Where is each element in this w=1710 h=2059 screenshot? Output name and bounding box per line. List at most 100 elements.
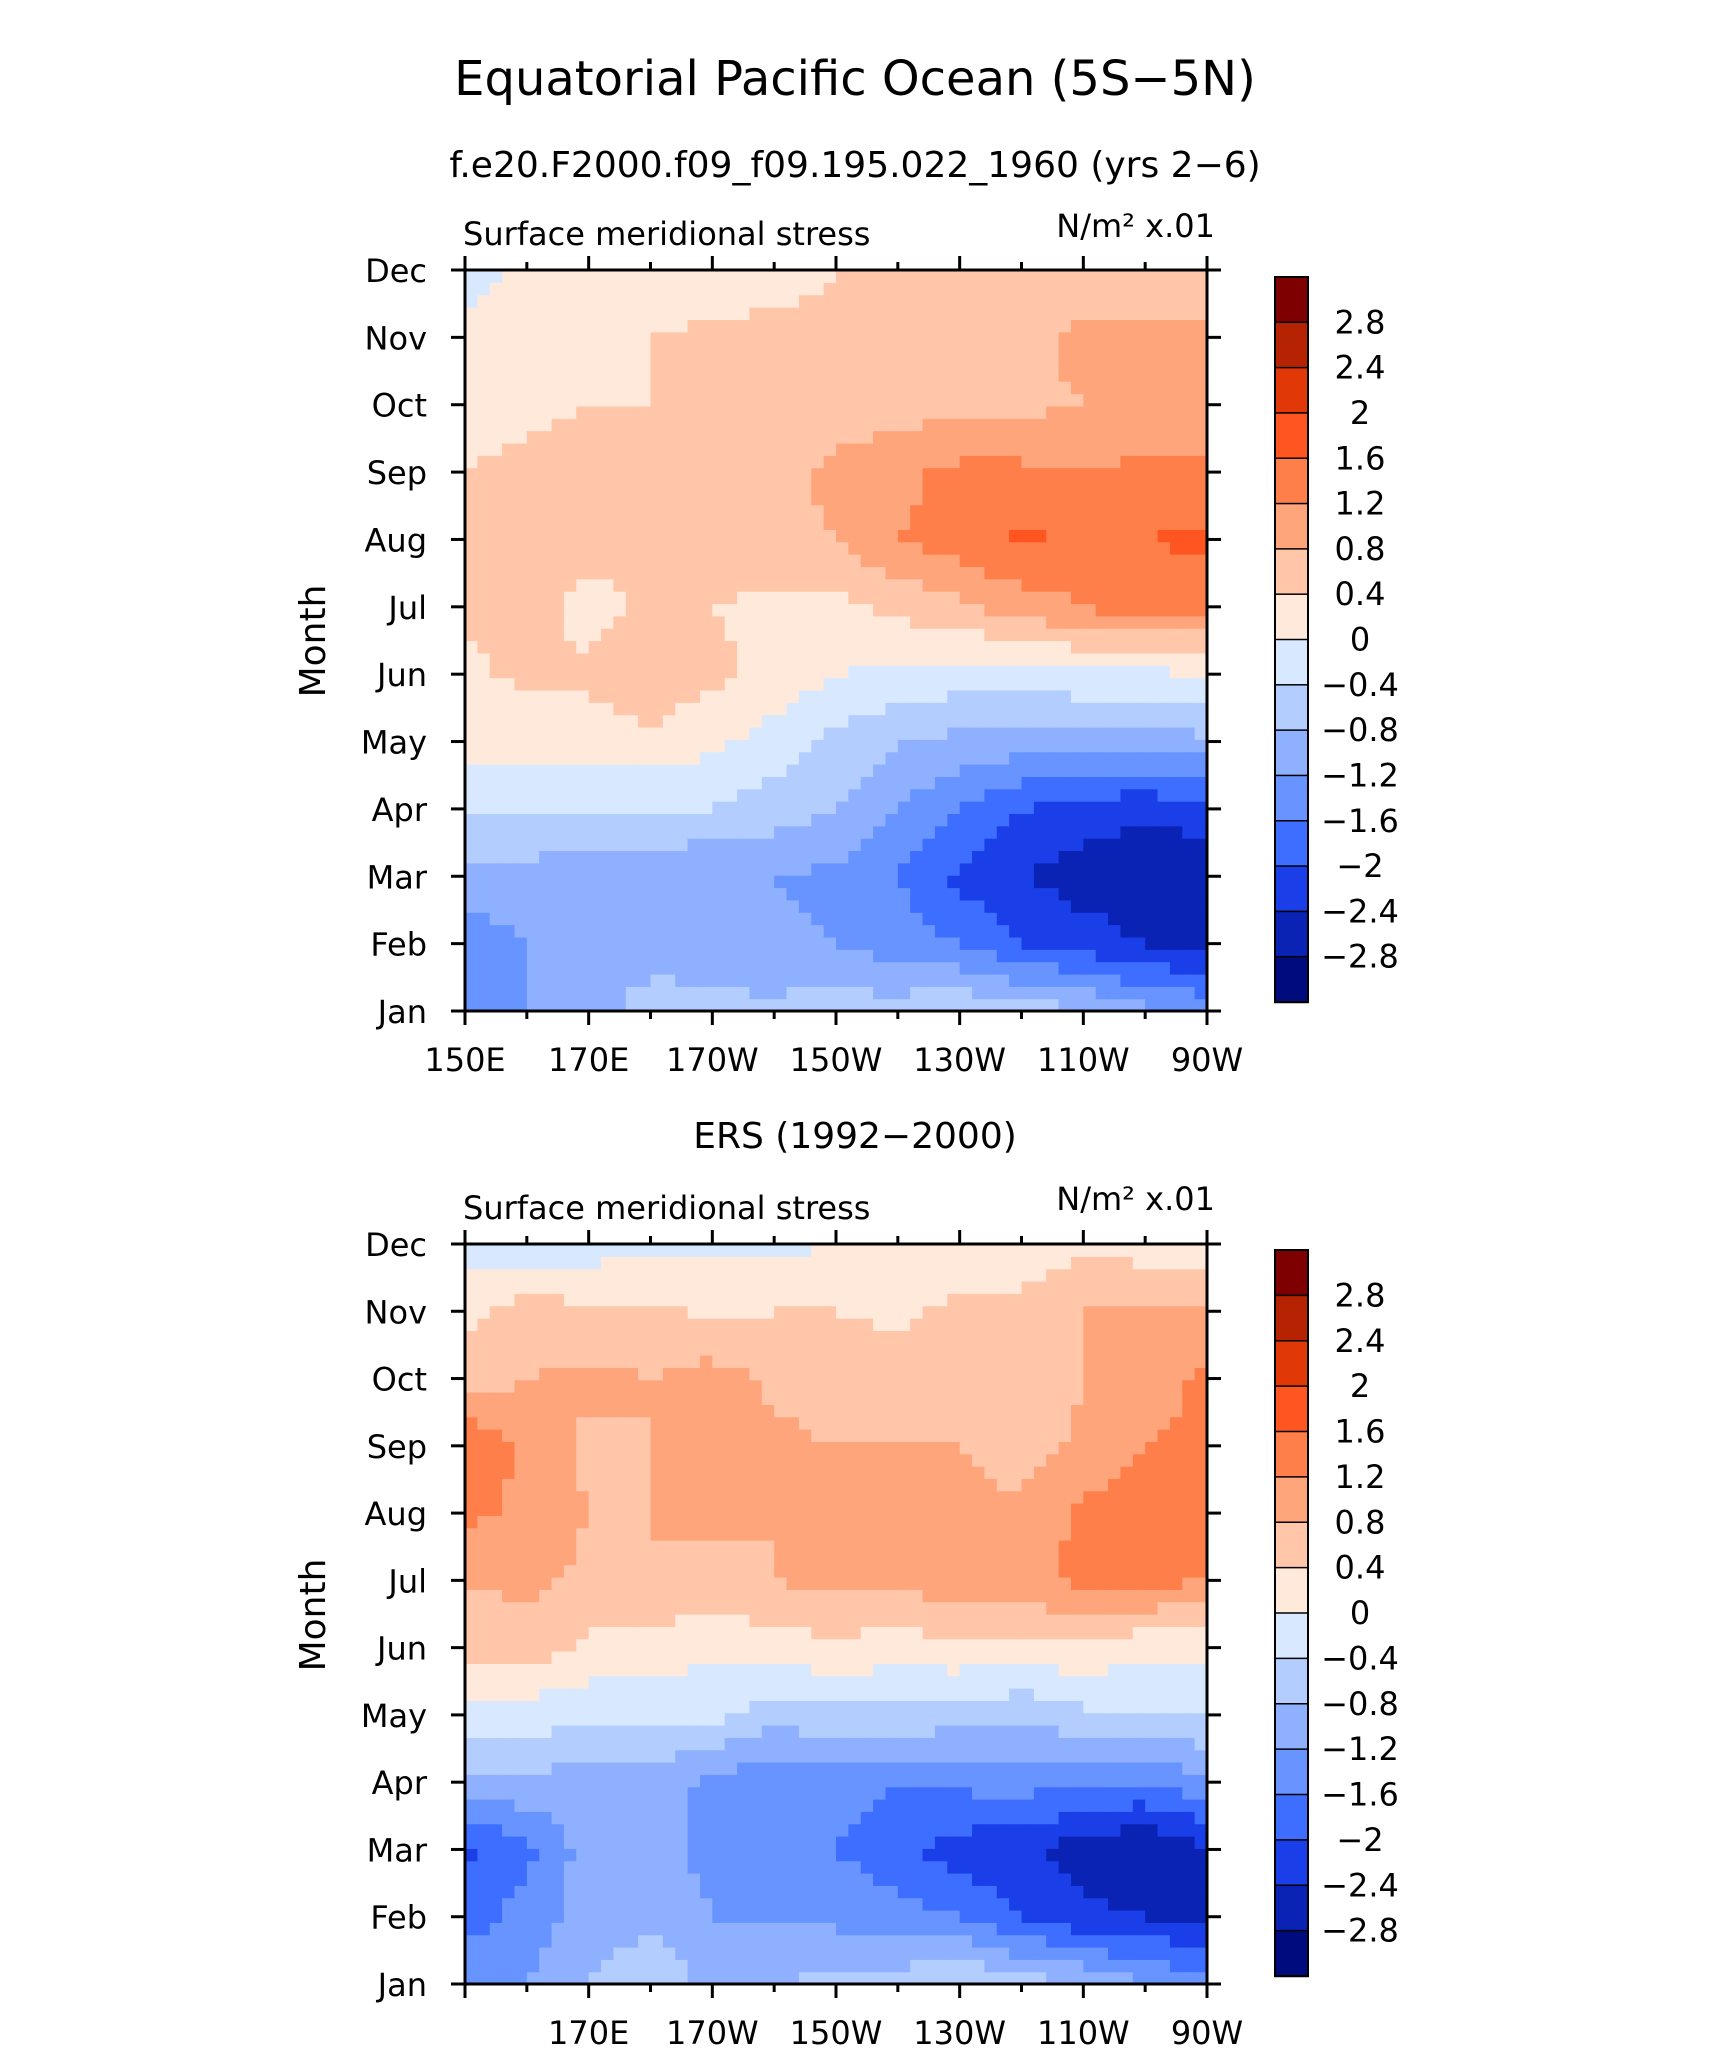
heatmap-cell <box>1182 652 1196 666</box>
heatmap-cell <box>798 529 812 543</box>
heatmap-cell <box>477 1762 491 1775</box>
heatmap-cell <box>811 529 825 543</box>
heatmap-cell <box>465 1934 478 1948</box>
heatmap-cell <box>576 331 590 345</box>
heatmap-cell <box>1046 714 1060 728</box>
heatmap-cell <box>910 591 924 605</box>
heatmap-cell <box>749 1873 763 1886</box>
heatmap-cell <box>885 1799 899 1812</box>
heatmap-cell <box>1182 689 1196 703</box>
heatmap-cell <box>836 504 849 518</box>
heatmap-cell <box>984 998 998 1012</box>
heatmap-cell <box>786 307 800 320</box>
heatmap-cell <box>811 467 825 481</box>
heatmap-cell <box>687 887 701 901</box>
heatmap-cell <box>798 1860 812 1874</box>
heatmap-cell <box>1083 628 1097 642</box>
heatmap-cell <box>910 1922 924 1936</box>
heatmap-cell <box>465 949 478 963</box>
heatmap-cell <box>910 1885 924 1899</box>
colorbar-label: 0 <box>1350 621 1370 659</box>
heatmap-cell <box>1169 442 1183 456</box>
heatmap-cell <box>699 319 713 333</box>
heatmap-cell <box>972 1749 985 1763</box>
heatmap-cell <box>662 862 676 876</box>
heatmap-cell <box>1157 998 1171 1012</box>
heatmap-cell <box>1108 541 1122 555</box>
heatmap-cell <box>662 294 676 308</box>
heatmap-cell <box>638 1762 652 1775</box>
heatmap-cell <box>984 838 998 852</box>
heatmap-cell <box>1194 739 1208 753</box>
heatmap-cell <box>625 418 639 432</box>
heatmap-cell <box>1021 356 1035 370</box>
heatmap-cell <box>922 850 936 864</box>
heatmap-cell <box>675 1934 689 1948</box>
heatmap-cell <box>465 1811 478 1825</box>
heatmap-cell <box>465 356 478 370</box>
heatmap-cell <box>625 986 639 1000</box>
heatmap-cell <box>662 912 676 926</box>
heatmap-cell <box>601 1737 614 1751</box>
heatmap-cell <box>1145 665 1159 679</box>
heatmap-cell <box>972 1910 985 1923</box>
heatmap-cell <box>1145 294 1159 308</box>
heatmap-cell <box>625 801 639 814</box>
heatmap-cell <box>588 578 602 592</box>
heatmap-cell <box>526 961 540 975</box>
heatmap-cell <box>1182 1836 1196 1849</box>
heatmap-cell <box>1157 430 1171 444</box>
heatmap-cell <box>625 615 639 629</box>
heatmap-cell <box>601 862 614 876</box>
heatmap-cell <box>551 442 565 456</box>
heatmap-cell <box>1033 554 1047 567</box>
heatmap-cell <box>724 591 738 605</box>
heatmap-cell <box>959 912 973 926</box>
heatmap-cell <box>811 307 825 320</box>
heatmap-cell <box>1021 1762 1035 1775</box>
heatmap-cell <box>811 875 825 889</box>
heatmap-cell <box>1194 776 1208 790</box>
heatmap-cell <box>1182 442 1196 456</box>
heatmap-cell <box>737 331 751 345</box>
heatmap-cell <box>1182 307 1196 320</box>
heatmap-cell <box>1157 702 1171 716</box>
heatmap-cell <box>613 887 627 901</box>
heatmap-cell <box>1132 319 1146 333</box>
heatmap-cell <box>712 739 726 753</box>
heatmap-cell <box>749 1737 763 1751</box>
heatmap-cell <box>1046 838 1060 852</box>
heatmap-cell <box>563 1873 577 1886</box>
heatmap-cell <box>922 924 936 938</box>
heatmap-cell <box>1120 294 1134 308</box>
heatmap-cell <box>465 875 478 889</box>
heatmap-cell <box>588 640 602 654</box>
heatmap-cell <box>638 838 652 852</box>
heatmap-cell <box>1108 949 1122 963</box>
heatmap-cell <box>836 294 849 308</box>
heatmap-cell <box>749 418 763 432</box>
heatmap-cell <box>687 492 701 506</box>
heatmap-cell <box>1070 282 1084 296</box>
heatmap-cell <box>1058 344 1072 358</box>
heatmap-cell <box>1157 726 1171 740</box>
heatmap-cell <box>699 294 713 308</box>
heatmap-cell <box>1145 1971 1159 1985</box>
heatmap-cell <box>922 1971 936 1985</box>
heatmap-cell <box>1033 529 1047 543</box>
heatmap-cell <box>1033 282 1047 296</box>
heatmap-cell <box>984 430 998 444</box>
heatmap-cell <box>477 998 491 1012</box>
heatmap-cell <box>588 986 602 1000</box>
heatmap-cell <box>947 739 961 753</box>
heatmap-cell <box>823 776 837 790</box>
heatmap-cell <box>984 1860 998 1874</box>
heatmap-cell <box>502 1799 516 1812</box>
heatmap-cell <box>1108 1799 1122 1812</box>
heatmap-cell <box>675 1823 689 1837</box>
heatmap-cell <box>1033 591 1047 605</box>
heatmap-cell <box>588 764 602 777</box>
heatmap-cell <box>774 652 788 666</box>
heatmap-cell <box>1182 924 1196 938</box>
heatmap-cell <box>514 1897 528 1911</box>
